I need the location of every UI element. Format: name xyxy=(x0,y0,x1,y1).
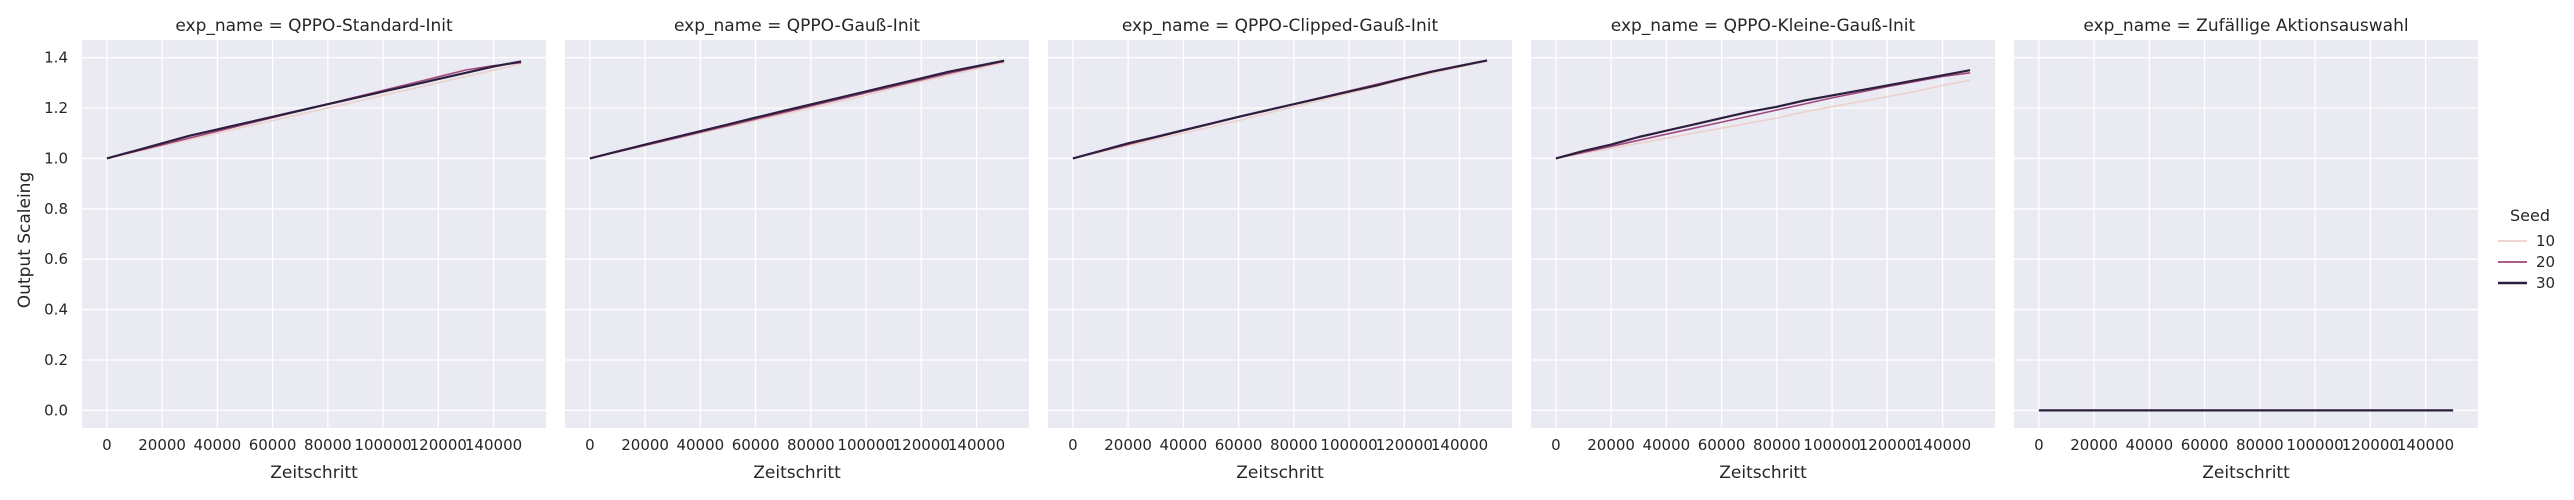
panel-3: exp_name = QPPO-Clipped-Gauß-Init 0 20000 4… xyxy=(1048,16,1512,483)
panel-title: exp_name = QPPO-Kleine-Gauß-Init xyxy=(1611,16,1916,36)
x-tick-label: 0 xyxy=(1551,436,1561,454)
x-tick-label: 0 xyxy=(2034,436,2044,454)
x-tick-label: 140000 xyxy=(1914,436,1971,454)
series-line-seed-10 xyxy=(1072,60,1488,160)
legend-title: Seed xyxy=(2510,206,2550,225)
x-tick-label: 60000 xyxy=(732,436,780,454)
x-tick-label: 120000 xyxy=(2342,436,2399,454)
x-tick-label: 120000 xyxy=(410,436,467,454)
x-tick-label: 80000 xyxy=(1270,436,1318,454)
legend: Seed 10 20 30 xyxy=(2498,206,2555,292)
panel-title: exp_name = Zufällige Aktionsauswahl xyxy=(2083,16,2408,36)
x-tick-label: 60000 xyxy=(1215,436,1263,454)
x-axis-label: Zeitschritt xyxy=(2202,463,2290,483)
x-tick-label: 60000 xyxy=(249,436,297,454)
series-line-seed-20 xyxy=(1555,72,1971,160)
plot-background xyxy=(1048,40,1512,428)
y-tick-label: 0.6 xyxy=(44,250,68,268)
panel-title: exp_name = QPPO-Clipped-Gauß-Init xyxy=(1122,16,1439,36)
series-line-seed-30 xyxy=(1555,69,1971,160)
x-tick-label: 20000 xyxy=(1587,436,1635,454)
x-tick-label: 140000 xyxy=(465,436,522,454)
panel-title: exp_name = QPPO-Standard-Init xyxy=(175,16,453,36)
y-tick-label: 0.0 xyxy=(44,401,68,419)
x-tick-label: 20000 xyxy=(1104,436,1152,454)
series-line-seed-30 xyxy=(106,60,522,160)
plot-background xyxy=(82,40,546,428)
x-axis-label: Zeitschritt xyxy=(1236,463,1324,483)
chart-panels: exp_name = QPPO-Standard-Init 0 20000 40000… xyxy=(44,16,2478,483)
panel-title: exp_name = QPPO-Gauß-Init xyxy=(674,16,920,36)
x-tick-label: 120000 xyxy=(1376,436,1433,454)
legend-label-seed-30: 30 xyxy=(2536,274,2555,292)
plot-background xyxy=(2014,40,2478,428)
x-tick-label: 100000 xyxy=(1803,436,1860,454)
x-tick-label: 80000 xyxy=(304,436,352,454)
y-tick-label: 1.4 xyxy=(44,49,68,67)
x-tick-label: 60000 xyxy=(2181,436,2229,454)
x-tick-label: 140000 xyxy=(1431,436,1488,454)
y-axis-label: Output Scaleing xyxy=(15,172,35,308)
x-tick-label: 140000 xyxy=(948,436,1005,454)
x-tick-label: 100000 xyxy=(354,436,411,454)
y-tick-label: 1.0 xyxy=(44,149,68,167)
series-line-seed-30 xyxy=(589,59,1005,160)
x-tick-label: 60000 xyxy=(1698,436,1746,454)
series-line-seed-10 xyxy=(106,63,522,160)
y-tick-label: 1.2 xyxy=(44,99,68,117)
plot-background xyxy=(1531,40,1995,428)
panel-5: exp_name = Zufällige Aktionsauswahl 0 2000… xyxy=(2014,16,2478,483)
x-tick-label: 120000 xyxy=(1859,436,1916,454)
x-axis-label: Zeitschritt xyxy=(753,463,841,483)
y-tick-label: 0.4 xyxy=(44,301,68,319)
series-line-seed-10 xyxy=(1555,79,1971,160)
x-tick-label: 40000 xyxy=(193,436,241,454)
x-tick-label: 40000 xyxy=(1642,436,1690,454)
x-axis-label: Zeitschritt xyxy=(1719,463,1807,483)
x-tick-label: 0 xyxy=(102,436,112,454)
legend-label-seed-10: 10 xyxy=(2536,232,2555,250)
x-tick-label: 40000 xyxy=(676,436,724,454)
x-tick-label: 40000 xyxy=(2125,436,2173,454)
x-tick-label: 120000 xyxy=(893,436,950,454)
plot-background xyxy=(565,40,1029,428)
x-tick-label: 20000 xyxy=(2070,436,2118,454)
y-tick-label: 0.8 xyxy=(44,200,68,218)
x-tick-label: 20000 xyxy=(138,436,186,454)
x-tick-label: 80000 xyxy=(1753,436,1801,454)
x-tick-label: 0 xyxy=(1068,436,1078,454)
x-tick-label: 100000 xyxy=(2286,436,2343,454)
x-tick-label: 80000 xyxy=(2236,436,2284,454)
x-axis-label: Zeitschritt xyxy=(270,463,358,483)
series-line-seed-30 xyxy=(1072,59,1488,160)
panel-2: exp_name = QPPO-Gauß-Init 0 20000 40000 6000… xyxy=(565,16,1029,483)
x-tick-label: 20000 xyxy=(621,436,669,454)
x-tick-label: 0 xyxy=(585,436,595,454)
panel-4: exp_name = QPPO-Kleine-Gauß-Init 0 20000 40… xyxy=(1531,16,1995,483)
y-tick-label: 0.2 xyxy=(44,351,68,369)
legend-label-seed-20: 20 xyxy=(2536,253,2555,271)
panel-1: exp_name = QPPO-Standard-Init 0 20000 40000… xyxy=(44,16,546,483)
x-tick-label: 100000 xyxy=(1320,436,1377,454)
x-tick-label: 100000 xyxy=(837,436,894,454)
x-tick-label: 140000 xyxy=(2397,436,2454,454)
x-tick-label: 80000 xyxy=(787,436,835,454)
x-tick-label: 40000 xyxy=(1159,436,1207,454)
